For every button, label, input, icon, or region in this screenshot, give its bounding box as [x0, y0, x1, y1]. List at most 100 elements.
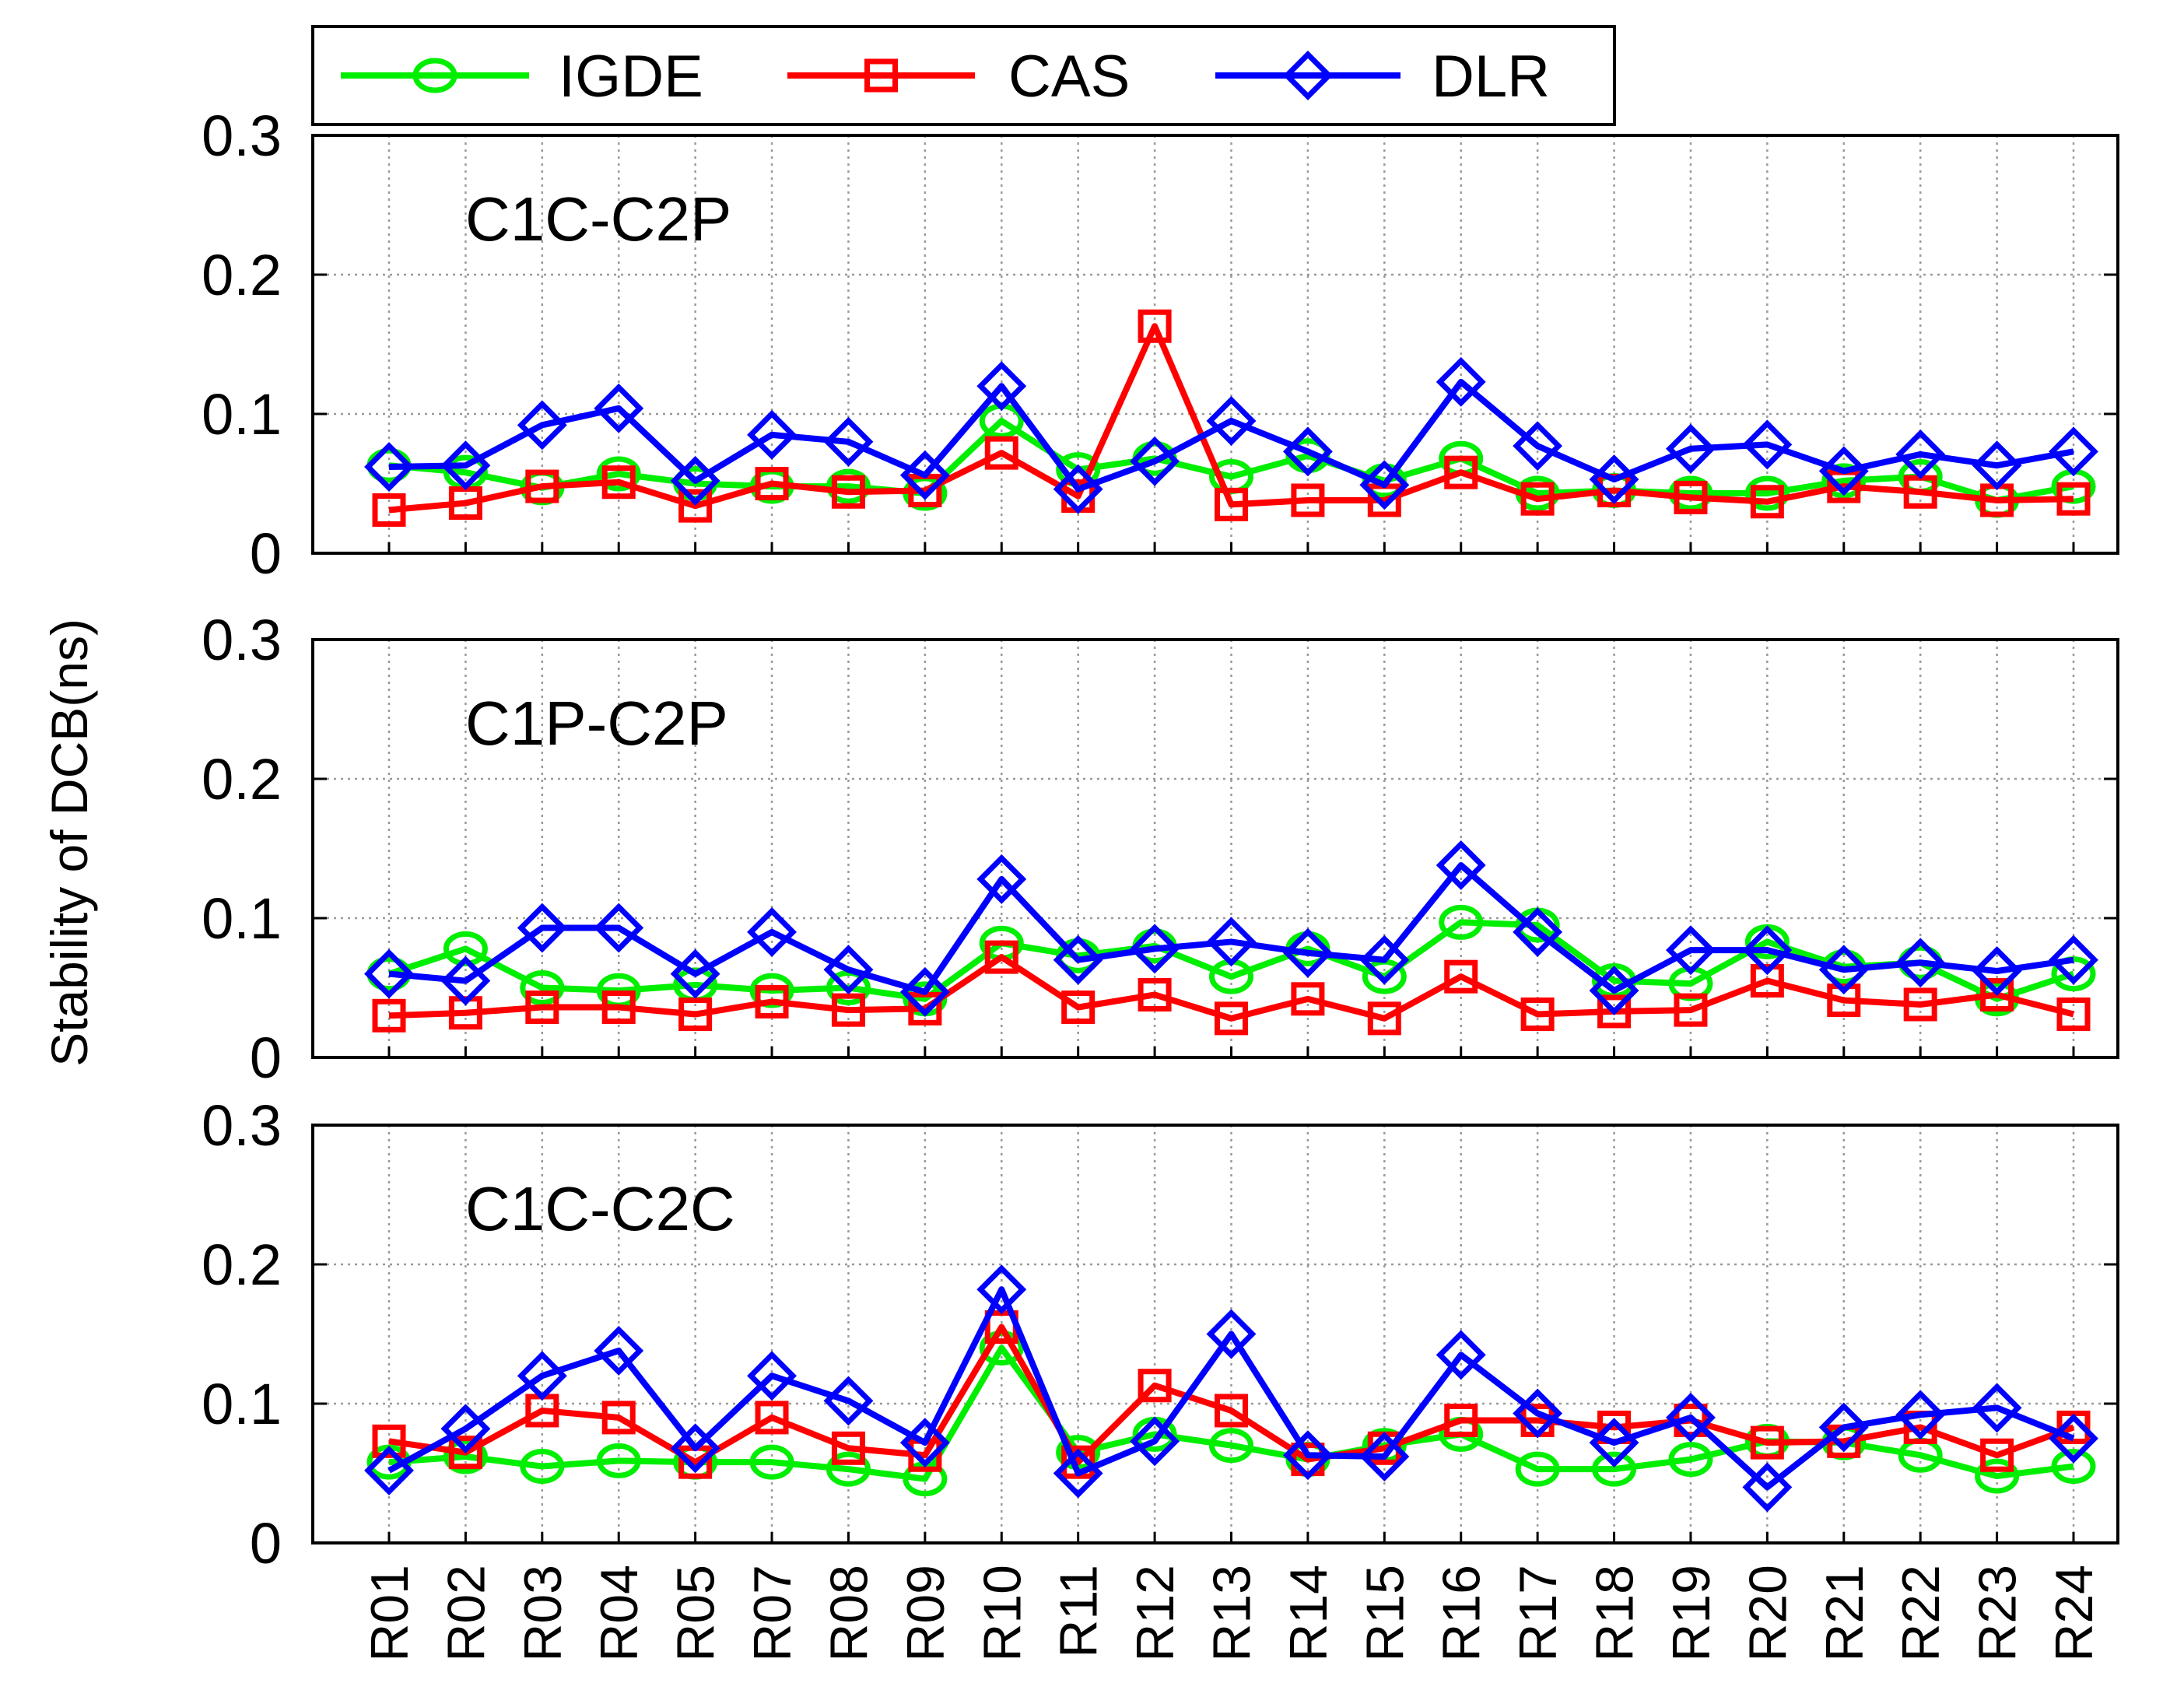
x-tick-label: R18 [1586, 1565, 1645, 1662]
x-tick-label: R21 [1815, 1565, 1874, 1662]
data-point-dlr [364, 442, 414, 492]
data-point-dlr [2049, 934, 2098, 985]
x-tick-label: R04 [590, 1565, 649, 1662]
data-point-igde [443, 1439, 488, 1474]
data-point-dlr [1359, 1432, 1410, 1481]
data-point-igde [1668, 1442, 1713, 1478]
x-tick-label: R23 [1968, 1565, 2028, 1662]
data-point-dlr [747, 906, 797, 957]
data-point-dlr [976, 854, 1027, 904]
data-point-cas [2056, 1410, 2091, 1444]
x-tick-label: R13 [1203, 1565, 1262, 1662]
data-point-dlr [747, 1351, 797, 1401]
data-point-dlr [1895, 429, 1946, 479]
series-line [388, 378, 2074, 493]
data-point-igde [1975, 1458, 2020, 1494]
data-point-igde [2051, 956, 2096, 992]
data-point-dlr [1589, 1418, 1639, 1468]
y-tick-label: 0.3 [202, 608, 282, 672]
panel-label: C1C-C2P [465, 184, 731, 254]
plot-frame [311, 1124, 2119, 1544]
data-point-cas [372, 493, 406, 528]
data-point-cas [831, 993, 865, 1027]
legend-item-igde: IGDE [341, 44, 703, 110]
x-axis-labels: R01 R02 R03 R04 R05 R07 R08 R09 R10 R11 R12 R13 R14 R… [360, 1565, 2104, 1662]
data-point-cas [1520, 998, 1555, 1032]
data-point-cas [1215, 487, 1248, 521]
panel-label: C1P-C2P [465, 689, 728, 758]
data-point-dlr [747, 409, 797, 460]
data-point-dlr [670, 1423, 720, 1474]
series-line [387, 1286, 2075, 1491]
data-point-dlr [1359, 934, 1410, 985]
legend-marker [1283, 51, 1333, 100]
data-point-cas [755, 467, 789, 500]
data-point-dlr [823, 416, 874, 467]
data-point-igde [520, 970, 565, 1005]
plot-frame [311, 638, 2119, 1059]
series-line [388, 1324, 2075, 1466]
y-tick-label: 0 [250, 521, 282, 586]
data-point-dlr [1282, 426, 1333, 477]
y-axis-label: Stability of DCB(ns) [40, 619, 98, 1067]
data-point-cas [1827, 983, 1861, 1018]
data-point-cas [1980, 977, 2014, 1012]
legend-label: CAS [1008, 44, 1130, 110]
data-point-dlr [440, 1404, 491, 1454]
data-point-dlr [1742, 419, 1793, 470]
legend-marker [864, 58, 898, 93]
data-point-dlr [1513, 906, 1563, 957]
x-tick-label: R20 [1738, 1565, 1797, 1662]
data-point-dlr [899, 450, 950, 500]
data-point-cas [1674, 993, 1708, 1027]
data-point-cas [1215, 1394, 1248, 1428]
data-point-cas [755, 1401, 789, 1435]
data-point-cas [372, 998, 406, 1033]
data-point-cas [831, 1431, 865, 1465]
data-point-dlr [1895, 938, 1946, 988]
data-point-dlr [1666, 423, 1716, 474]
data-point-dlr [440, 440, 491, 491]
panel-label: C1C-C2C [465, 1174, 735, 1243]
data-point-dlr [1895, 1390, 1946, 1440]
x-tick-label: R08 [819, 1565, 878, 1662]
x-tick-label: R11 [1050, 1565, 1109, 1658]
series-line [387, 919, 2075, 1002]
data-point-cas [678, 998, 713, 1032]
data-point-cas [601, 465, 636, 500]
x-tick-label: R07 [743, 1565, 802, 1662]
data-point-dlr [823, 1376, 874, 1426]
data-point-igde [596, 1443, 641, 1478]
data-point-igde [2051, 1449, 2096, 1485]
data-point-igde [826, 1451, 871, 1487]
data-point-dlr [594, 903, 644, 953]
x-tick-label: R02 [436, 1565, 496, 1662]
data-point-igde [1515, 1451, 1560, 1487]
x-tick-label: R19 [1662, 1565, 1721, 1662]
data-point-cas [525, 469, 559, 503]
data-point-igde [1209, 1428, 1253, 1464]
data-point-igde [826, 970, 871, 1005]
data-point-dlr [1589, 454, 1639, 505]
data-point-dlr [670, 455, 720, 506]
data-point-cas [1750, 964, 1784, 998]
data-point-dlr [1282, 927, 1333, 978]
x-tick-label: R03 [514, 1565, 573, 1662]
series-line [388, 417, 2074, 503]
y-tick-label: 0 [250, 1511, 282, 1576]
data-point-dlr [1666, 925, 1716, 976]
data-point-dlr [1666, 1392, 1716, 1443]
data-point-dlr [2049, 426, 2098, 477]
data-point-dlr [1972, 1383, 2022, 1433]
x-tick-label: R12 [1126, 1565, 1185, 1662]
y-tick-label: 0.1 [202, 1372, 282, 1436]
data-point-dlr [670, 948, 720, 999]
panel-c1p-c2p: 0 0.1 0.2 0.3 C1P-C2P [202, 608, 2119, 1090]
y-tick-label: 0.1 [202, 886, 282, 951]
data-point-cas [1138, 309, 1172, 343]
data-point-dlr [517, 400, 567, 451]
series-dlr [364, 1264, 2098, 1513]
data-point-cas [1444, 1403, 1478, 1437]
data-point-dlr [1818, 446, 1869, 496]
